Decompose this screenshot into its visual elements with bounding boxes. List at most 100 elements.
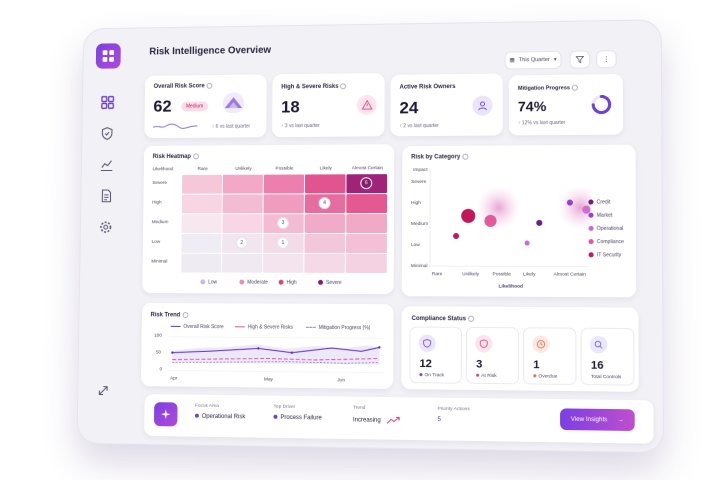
filter-button[interactable] (570, 50, 590, 68)
trend-summary-value: Increasing (353, 416, 401, 425)
heatmap-column-label: Likely (305, 166, 346, 171)
category-y-label: Medium (411, 222, 428, 227)
mitigation-card[interactable]: Mitigation Progress 74% ↑ 12% vs last qu… (509, 74, 623, 135)
overdue-count: 1 (533, 359, 539, 371)
user-icon (472, 96, 492, 116)
risk-heatmap-card: Risk Heatmap Likelihood Severe High Medium… (142, 144, 394, 294)
expand-icon[interactable] (94, 382, 112, 400)
heatmap-count-marker[interactable]: 2 (236, 237, 248, 249)
trend-title: Risk Trend (151, 312, 189, 319)
compliance-total[interactable]: 16 Total Controls (580, 328, 634, 386)
trend-up-icon (386, 416, 400, 424)
heatmap-count-marker[interactable]: 4 (319, 197, 331, 209)
shield-check-icon (419, 335, 436, 352)
filter-icon (576, 56, 584, 64)
category-bubble[interactable] (461, 209, 475, 223)
category-legend-item: Compliance (588, 239, 623, 245)
risk-trend-card: Risk Trend Overall Risk Score High & Sev… (141, 303, 394, 389)
compliance-on-track[interactable]: 12 On Track (409, 326, 462, 383)
at-risk-label: At Risk (476, 374, 497, 379)
compliance-title: Compliance Status (412, 315, 475, 322)
sparkle-icon (154, 402, 178, 426)
category-bubble[interactable] (484, 215, 496, 227)
mitigation-change: ↑ 12% vs last quarter (518, 120, 565, 126)
heatmap-row-label: Minimal (151, 260, 167, 265)
arrow-right-icon: → (618, 417, 624, 423)
heatmap-column-label: Rare (182, 167, 223, 172)
heatmap-cell[interactable] (182, 214, 222, 233)
heatmap-cell[interactable] (305, 174, 346, 193)
high-severe-card[interactable]: High & Severe Risks 18 ↑ 3 vs last quart… (272, 73, 385, 137)
category-bubble-chart (428, 167, 591, 268)
category-bubble[interactable] (525, 241, 530, 246)
category-bubble[interactable] (536, 220, 542, 226)
priority-actions-value: 5 (437, 417, 469, 424)
compliance-overdue[interactable]: 1 Overdue (523, 327, 576, 385)
heatmap-cell[interactable] (222, 254, 262, 273)
heatmap-cell[interactable] (263, 254, 303, 273)
heatmap-cell[interactable] (223, 194, 263, 213)
mitigation-value: 74% (518, 98, 546, 114)
heatmap-count-marker[interactable]: 6 (360, 177, 372, 189)
active-owners-title: Active Risk Owners (400, 84, 456, 91)
heatmap-cell[interactable] (181, 254, 221, 273)
high-severe-value: 18 (281, 98, 300, 118)
heatmap-cell[interactable] (304, 234, 345, 253)
category-y-label: Low (411, 243, 420, 248)
more-options-button[interactable]: ⋮ (596, 50, 617, 68)
heatmap-cell[interactable] (346, 234, 387, 253)
heatmap-row-label: High (152, 201, 162, 206)
heatmap-count-marker[interactable]: 3 (277, 217, 289, 229)
category-bubble[interactable] (453, 233, 459, 239)
view-insights-button[interactable]: View Insights → (560, 408, 635, 431)
info-icon (572, 85, 578, 91)
active-owners-value: 24 (399, 98, 418, 118)
trend-chart-icon[interactable] (98, 156, 115, 174)
mitigation-progress-ring (590, 93, 613, 115)
heatmap-cell[interactable] (346, 254, 387, 273)
compliance-at-risk[interactable]: 3 At Risk (466, 327, 519, 384)
priority-actions: Priority Actions 5 (437, 407, 469, 424)
period-select[interactable]: ▦ This Quarter ▾ (505, 51, 562, 70)
heatmap-cell[interactable] (304, 254, 345, 273)
heatmap-column-label: Unlikely (223, 167, 264, 172)
heatmap-row-label: Low (152, 240, 161, 245)
app-logo[interactable] (96, 43, 121, 68)
x-tick-may: May (264, 377, 273, 382)
high-severe-title: High & Severe Risks (281, 83, 346, 90)
heatmap-cell[interactable] (223, 175, 263, 194)
total-controls-label: Total Controls (591, 375, 621, 380)
overall-risk-card[interactable]: Overall Risk Score 62 Medium ↑ 6 vs last… (144, 74, 266, 138)
heatmap-title: Risk Heatmap (153, 153, 199, 160)
category-title: Risk by Category (411, 154, 468, 161)
focus-area-value: Operational Risk (195, 414, 245, 421)
heatmap-cell[interactable] (182, 195, 222, 214)
info-icon (340, 83, 346, 89)
category-bubble[interactable] (476, 186, 521, 230)
heatmap-cell[interactable] (264, 174, 304, 193)
page-title: Risk Intelligence Overview (149, 45, 271, 57)
heatmap-cell[interactable] (181, 234, 221, 253)
heatmap-cell[interactable] (264, 194, 304, 213)
category-x-label: Almost Certain (554, 273, 586, 278)
heatmap-cell[interactable] (222, 214, 262, 233)
active-owners-card[interactable]: Active Risk Owners 24 ↑ 2 vs last quarte… (390, 74, 502, 137)
category-bubble[interactable] (567, 200, 573, 206)
shield-icon[interactable] (98, 125, 115, 143)
heatmap-count-marker[interactable]: 1 (277, 237, 289, 249)
dashboard-icon[interactable] (99, 94, 116, 112)
mitigation-title: Mitigation Progress (518, 85, 578, 92)
heatmap-cell[interactable] (305, 214, 346, 233)
compliance-status-card: Compliance Status 12 On Track 3 At Risk … (401, 306, 638, 392)
info-icon (207, 83, 213, 89)
heatmap-cell[interactable] (346, 214, 387, 233)
risk-level-badge: Medium (181, 101, 208, 111)
heatmap-legend-item: Low (200, 279, 217, 285)
category-legend-item: Market (588, 213, 612, 219)
heatmap-legend-item: High (279, 280, 297, 286)
heatmap-cell[interactable] (182, 175, 222, 194)
heatmap-cell[interactable] (346, 194, 387, 213)
document-icon[interactable] (97, 187, 114, 205)
gear-icon[interactable] (97, 218, 114, 236)
chevron-down-icon: ▾ (554, 57, 557, 63)
